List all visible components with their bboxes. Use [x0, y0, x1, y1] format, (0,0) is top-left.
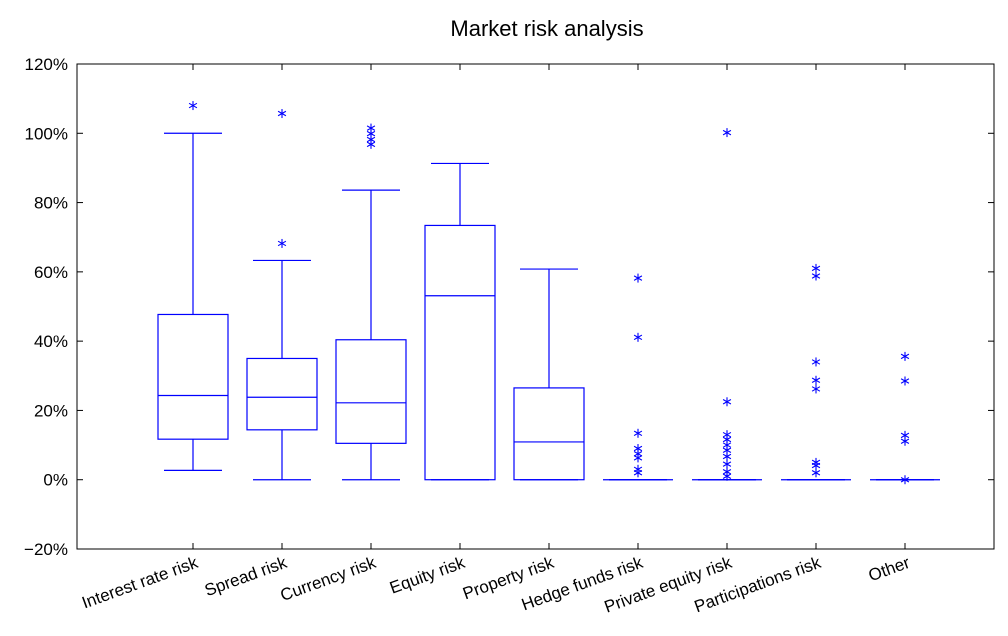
chart-title: Market risk analysis: [450, 16, 643, 41]
outlier-point: [277, 238, 287, 248]
outlier-point: [900, 475, 910, 485]
y-tick-label: 20%: [34, 401, 68, 420]
box-group: [692, 128, 762, 481]
outlier-point: [811, 271, 821, 281]
x-category-label: Interest rate risk: [79, 553, 200, 613]
y-tick-label: −20%: [24, 540, 68, 559]
outlier-point: [900, 351, 910, 361]
outlier-point: [811, 457, 821, 467]
box-series: [157, 101, 940, 485]
y-tick-label: 0%: [43, 471, 68, 490]
y-tick-label: 120%: [25, 55, 68, 74]
plot-frame: [76, 63, 995, 550]
outlier-point: [811, 263, 821, 273]
y-tick-label: 60%: [34, 263, 68, 282]
outlier-point: [633, 428, 643, 438]
outlier-point: [811, 375, 821, 385]
outlier-point: [900, 376, 910, 386]
outlier-point: [277, 109, 287, 119]
x-category-label: Equity risk: [387, 553, 468, 598]
box-group: [870, 351, 940, 485]
box-group: [157, 101, 229, 471]
outlier-point: [722, 128, 732, 138]
outlier-point: [633, 444, 643, 454]
y-tick-label: 100%: [25, 124, 68, 143]
outlier-point: [633, 273, 643, 283]
outlier-point: [722, 397, 732, 407]
outlier-point: [811, 357, 821, 367]
x-category-label: Spread risk: [202, 553, 290, 600]
box-iqr: [513, 387, 585, 481]
box-iqr: [157, 313, 229, 440]
x-category-label: Other: [866, 553, 913, 586]
box-group: [513, 268, 585, 481]
box-group: [603, 273, 673, 481]
outlier-point: [722, 459, 732, 469]
box-iqr: [335, 339, 407, 444]
box-group: [781, 263, 851, 481]
box-iqr: [246, 357, 318, 431]
y-tick-label: 40%: [34, 332, 68, 351]
box-group: [246, 109, 318, 481]
outlier-point: [188, 101, 198, 111]
outlier-point: [722, 430, 732, 440]
outlier-point: [366, 123, 376, 133]
y-tick-label: 80%: [34, 194, 68, 213]
outlier-point: [633, 332, 643, 342]
y-axis: −20% 0% 20% 40% 60% 80% 100% 120%: [24, 55, 994, 559]
x-category-label: Currency risk: [278, 553, 379, 605]
box-iqr: [424, 224, 496, 481]
box-group: [424, 162, 496, 481]
outlier-point: [811, 384, 821, 394]
outlier-point: [900, 430, 910, 440]
outlier-point: [633, 464, 643, 474]
outlier-point: [722, 467, 732, 477]
box-group: [335, 123, 407, 481]
